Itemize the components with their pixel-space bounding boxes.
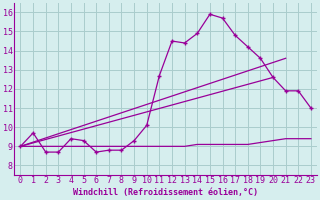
X-axis label: Windchill (Refroidissement éolien,°C): Windchill (Refroidissement éolien,°C): [73, 188, 258, 197]
